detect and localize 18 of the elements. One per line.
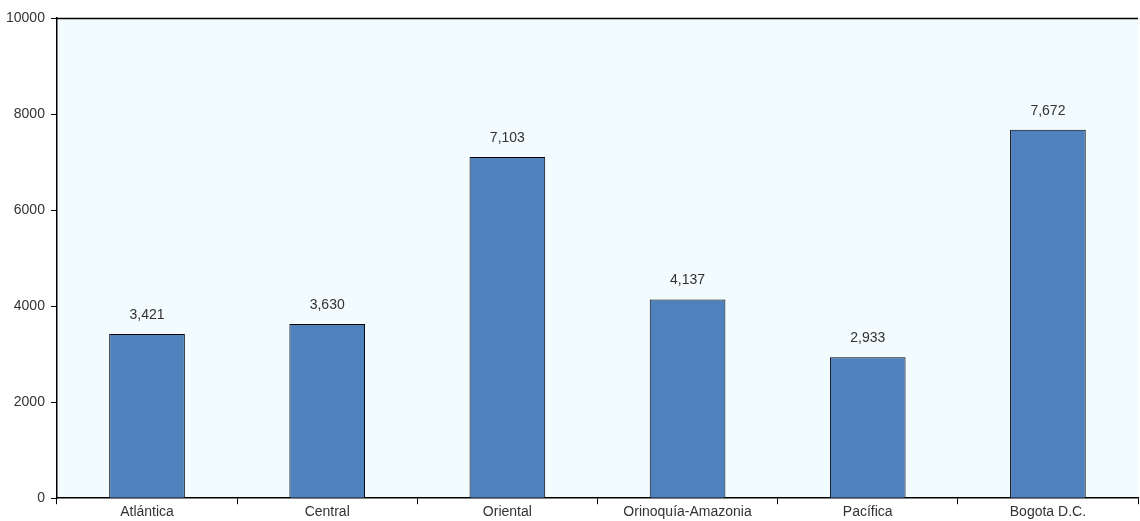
x-tick-label: Central [304,503,350,520]
x-tick-label: Atlántica [120,503,175,520]
y-tick-label: 2000 [13,393,46,410]
x-tick-label: Orinoquía-Amazonia [623,503,752,520]
data-label: 3,630 [309,295,345,312]
data-label: 4,137 [670,271,706,288]
y-tick-label: 6000 [13,200,46,217]
x-tick-label: Pacífica [842,503,893,520]
y-tick-label: 8000 [13,104,46,121]
x-tick-label: Bogota D.C. [1009,503,1087,520]
data-label: 3,421 [129,305,165,322]
x-tick-label: Oriental [482,503,532,520]
y-tick-label: 10000 [5,8,46,25]
y-tick-label: 4000 [13,296,46,313]
data-label: 7,672 [1030,101,1066,118]
data-label: 7,103 [489,128,526,145]
y-tick-label: 0 [37,489,46,506]
data-label: 2,933 [850,329,886,346]
